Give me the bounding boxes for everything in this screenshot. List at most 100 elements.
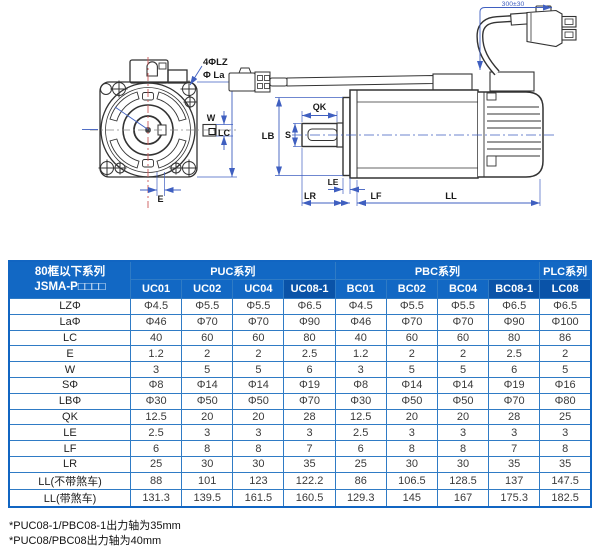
row-label: LC bbox=[8, 329, 131, 347]
terminal-block-right bbox=[489, 71, 535, 92]
spec-value: Φ4.5 bbox=[334, 298, 387, 315]
model-header-bc02: BC02 bbox=[385, 279, 438, 299]
spec-value: 2.5 bbox=[488, 345, 541, 363]
spec-value: 60 bbox=[385, 329, 438, 347]
front-dimensions bbox=[82, 65, 237, 196]
spec-value: 60 bbox=[232, 329, 285, 347]
spec-value: Φ50 bbox=[181, 392, 234, 410]
spec-value: 182.5 bbox=[539, 488, 592, 508]
spec-value: 122.2 bbox=[283, 471, 336, 490]
table-row: LBΦ Φ30 Φ50 Φ50 Φ70 Φ30 Φ50 Φ50 Φ70 Φ80 bbox=[8, 392, 592, 410]
label-lb: LB bbox=[262, 131, 275, 142]
table-row: LE 2.5 3 3 3 2.5 3 3 3 3 bbox=[8, 424, 592, 442]
note-2: *PUC08/PBC08出力轴为40mm bbox=[9, 534, 162, 547]
label-s: S bbox=[285, 130, 291, 140]
side-dimensions bbox=[275, 4, 552, 206]
series-group: PLC系列 bbox=[539, 260, 592, 280]
spec-value: 7 bbox=[283, 440, 336, 457]
spec-table-body: LZΦ Φ4.5 Φ5.5 Φ5.5 Φ6.5 Φ4.5 Φ5.5 Φ5.5 Φ6.5 Φ6.5 L… bbox=[8, 298, 592, 508]
spec-value: Φ70 bbox=[385, 313, 438, 331]
spec-value: 8 bbox=[181, 440, 234, 457]
spec-value: 106.5 bbox=[385, 471, 438, 490]
row-label: QK bbox=[8, 408, 131, 426]
spec-value: 40 bbox=[334, 329, 387, 347]
spec-value: Φ8 bbox=[334, 376, 387, 394]
table-row: LR 25 30 30 35 25 30 30 35 35 bbox=[8, 455, 592, 473]
motor-front-view bbox=[98, 59, 217, 178]
spec-value: 3 bbox=[539, 424, 592, 442]
spec-value: 8 bbox=[232, 440, 285, 457]
row-label: LZΦ bbox=[8, 298, 131, 315]
spec-value: 161.5 bbox=[232, 488, 285, 508]
spec-value: Φ100 bbox=[539, 313, 592, 331]
model-header-bc04: BC04 bbox=[436, 279, 490, 299]
spec-value: 175.3 bbox=[488, 488, 541, 508]
spec-value: 160.5 bbox=[283, 488, 336, 508]
model-header-uc02: UC02 bbox=[181, 279, 234, 299]
series-header-row: 80框以下系列 JSMA-P□□□□ PUC系列 PBC系列 PLC系列 bbox=[8, 260, 592, 299]
motor-body bbox=[349, 89, 479, 179]
label-ll: LL bbox=[445, 191, 457, 202]
spec-value: Φ50 bbox=[385, 392, 438, 410]
note-1: *PUC08-1/PBC08-1出力轴为35mm bbox=[9, 519, 181, 532]
spec-value: 3 bbox=[385, 424, 438, 442]
label-cable-length: 300±30 bbox=[502, 1, 525, 8]
row-label: SΦ bbox=[8, 376, 131, 394]
power-plug-icon bbox=[510, 5, 577, 48]
spec-value: 30 bbox=[232, 455, 285, 473]
spec-value: 6 bbox=[334, 440, 387, 457]
spec-value: 8 bbox=[385, 440, 438, 457]
spec-value: 25 bbox=[334, 455, 387, 473]
spec-table: 80框以下系列 JSMA-P□□□□ PUC系列 PBC系列 PLC系列 UC01 U… bbox=[8, 260, 592, 508]
row-label: LL(带煞车) bbox=[8, 488, 131, 508]
spec-value: Φ50 bbox=[436, 392, 490, 410]
spec-value: Φ4.5 bbox=[129, 298, 183, 315]
spec-value: 2 bbox=[232, 345, 285, 363]
spec-value: Φ90 bbox=[283, 313, 336, 331]
spec-value: 5 bbox=[436, 361, 490, 378]
spec-value: Φ70 bbox=[232, 313, 285, 331]
model-header-bc08-1: BC08-1 bbox=[488, 279, 541, 299]
spec-value: 35 bbox=[283, 455, 336, 473]
spec-value: Φ90 bbox=[488, 313, 541, 331]
series-group: PUC系列 bbox=[130, 260, 336, 280]
dimension-drawing: 4ΦLZ Φ La W LC E bbox=[82, 1, 577, 208]
label-w: W bbox=[207, 113, 216, 123]
spec-value: 40 bbox=[129, 329, 183, 347]
spec-value: 3 bbox=[232, 424, 285, 442]
spec-value: 3 bbox=[129, 361, 183, 378]
spec-value: 8 bbox=[436, 440, 490, 457]
label-e: E bbox=[157, 194, 163, 204]
row-label: LF bbox=[8, 440, 131, 457]
label-lf: LF bbox=[371, 191, 382, 201]
label-phi-la: Φ La bbox=[203, 70, 225, 81]
spec-value: Φ14 bbox=[232, 376, 285, 394]
model-header-row: UC01 UC02 UC04 UC08-1 BC01 BC02 BC04 BC08-1 LC08 bbox=[9, 279, 592, 299]
spec-value: 20 bbox=[385, 408, 438, 426]
mounting-holes bbox=[98, 80, 198, 177]
spec-value: 30 bbox=[436, 455, 490, 473]
table-row: LaΦ Φ46 Φ70 Φ70 Φ90 Φ46 Φ70 Φ70 Φ90 Φ100 bbox=[8, 313, 592, 331]
spec-value: 80 bbox=[488, 329, 541, 347]
spec-value: 5 bbox=[385, 361, 438, 378]
spec-value: Φ46 bbox=[129, 313, 183, 331]
row-label: LL(不带煞车) bbox=[8, 471, 131, 490]
spec-value: Φ8 bbox=[129, 376, 183, 394]
spec-value: 147.5 bbox=[539, 471, 592, 490]
spec-value: 101 bbox=[181, 471, 234, 490]
spec-value: Φ70 bbox=[488, 392, 541, 410]
spec-value: 20 bbox=[436, 408, 490, 426]
spec-value: 12.5 bbox=[334, 408, 387, 426]
spec-value: Φ70 bbox=[181, 313, 234, 331]
series-group: PBC系列 bbox=[334, 260, 541, 280]
model-header-uc04: UC04 bbox=[232, 279, 285, 299]
model-header-bc01: BC01 bbox=[334, 279, 387, 299]
terminal-block-left bbox=[432, 73, 473, 91]
spec-value: Φ6.5 bbox=[283, 298, 336, 315]
spec-value: 88 bbox=[129, 471, 183, 490]
spec-value: 2 bbox=[181, 345, 234, 363]
model-header-uc08-1: UC08-1 bbox=[283, 279, 336, 299]
flange-plate bbox=[342, 96, 351, 177]
table-row: LF 6 8 8 7 6 8 8 7 8 bbox=[8, 440, 592, 457]
